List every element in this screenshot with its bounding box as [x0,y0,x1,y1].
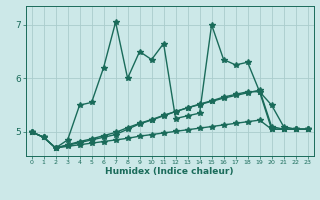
X-axis label: Humidex (Indice chaleur): Humidex (Indice chaleur) [105,167,234,176]
